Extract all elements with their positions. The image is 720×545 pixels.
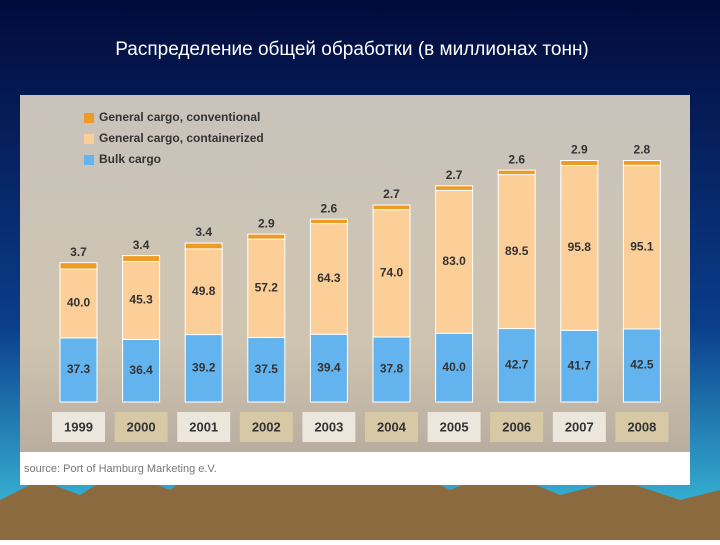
x-tick-label: 2004	[377, 419, 407, 434]
x-tick-label: 2007	[565, 419, 594, 434]
value-label: 37.8	[380, 362, 404, 376]
legend-swatch	[84, 134, 94, 144]
bar-segment	[184, 248, 223, 336]
bar-segment	[247, 233, 286, 240]
bar-segment	[560, 165, 599, 331]
bar-segment	[309, 218, 348, 225]
value-label: 42.5	[630, 358, 654, 372]
value-label: 2.9	[258, 216, 275, 230]
value-label: 3.4	[195, 225, 212, 239]
bar-segment	[184, 242, 223, 250]
value-label: 37.5	[255, 362, 279, 376]
bar-segment	[309, 223, 348, 335]
value-label: 40.0	[67, 296, 91, 310]
bar-segment	[372, 204, 411, 211]
value-label: 36.4	[129, 363, 153, 377]
category-cell	[177, 412, 231, 442]
value-label: 39.2	[192, 360, 216, 374]
value-label: 2.7	[446, 168, 463, 182]
legend-label: General cargo, containerized	[99, 131, 264, 145]
slide-title: Распределение общей обработки (в миллион…	[115, 39, 589, 60]
value-label: 95.1	[630, 239, 654, 253]
category-cell	[114, 412, 168, 442]
value-label: 41.7	[568, 358, 592, 372]
bar-segment	[247, 337, 286, 403]
value-label: 89.5	[505, 244, 529, 258]
value-label: 2.9	[571, 143, 588, 157]
value-label: 57.2	[255, 280, 279, 294]
bar-segment	[560, 329, 599, 403]
x-tick-label: 2000	[127, 419, 156, 434]
bar-segment	[372, 336, 411, 403]
bar-segment	[372, 209, 411, 338]
value-label: 2.8	[634, 143, 651, 157]
x-tick-label: 1999	[64, 419, 93, 434]
x-tick-label: 2002	[252, 419, 281, 434]
category-cell	[365, 412, 418, 442]
value-label: 2.7	[383, 187, 400, 201]
bar-segment	[184, 334, 223, 403]
bar-segment	[435, 185, 474, 191]
value-label: 40.0	[442, 360, 466, 374]
bar-segment	[247, 238, 286, 338]
bar-segment	[497, 174, 536, 330]
plot: General cargo, conventional General cargo…	[52, 110, 669, 442]
bar-segment	[622, 160, 661, 166]
bar-segment	[497, 169, 536, 176]
category-cell	[490, 412, 544, 442]
legend-label: General cargo, conventional	[99, 110, 260, 124]
category-cell	[52, 412, 105, 442]
x-tick-label: 2006	[502, 419, 531, 434]
mountains	[0, 455, 720, 540]
value-label: 2.6	[321, 201, 338, 215]
legend-swatch	[84, 155, 94, 165]
source: source: Port of Hamburg Marketing e.V.	[24, 463, 217, 475]
x-tick-label: 2001	[189, 419, 218, 434]
bar-segment	[435, 189, 474, 334]
category-cell	[239, 412, 293, 442]
category-cell	[615, 412, 669, 442]
value-label: 37.3	[67, 362, 91, 376]
value-label: 95.8	[568, 240, 592, 254]
value-label: 3.4	[133, 238, 150, 252]
value-label: 39.4	[317, 360, 341, 374]
x-tick-label: 2008	[627, 419, 656, 434]
bar-segment	[435, 332, 474, 403]
bar-segment	[59, 262, 98, 270]
legend-label: Bulk cargo	[99, 152, 161, 166]
bar-segment	[122, 255, 161, 262]
value-label: 42.7	[505, 357, 529, 371]
x-tick-label: 2003	[314, 419, 343, 434]
bar-segment	[622, 164, 661, 330]
value-label: 64.3	[317, 271, 341, 285]
value-label: 45.3	[129, 293, 153, 307]
category-cell	[427, 412, 481, 442]
bar-segment	[560, 160, 599, 166]
category-cell	[302, 412, 356, 442]
value-label: 2.6	[508, 152, 525, 166]
value-label: 74.0	[380, 266, 404, 280]
legend-swatch	[84, 113, 94, 123]
category-cell	[552, 412, 606, 442]
value-label: 3.7	[70, 245, 87, 259]
value-label: 49.8	[192, 284, 216, 298]
value-label: 83.0	[442, 254, 466, 268]
x-tick-label: 2005	[440, 419, 469, 434]
